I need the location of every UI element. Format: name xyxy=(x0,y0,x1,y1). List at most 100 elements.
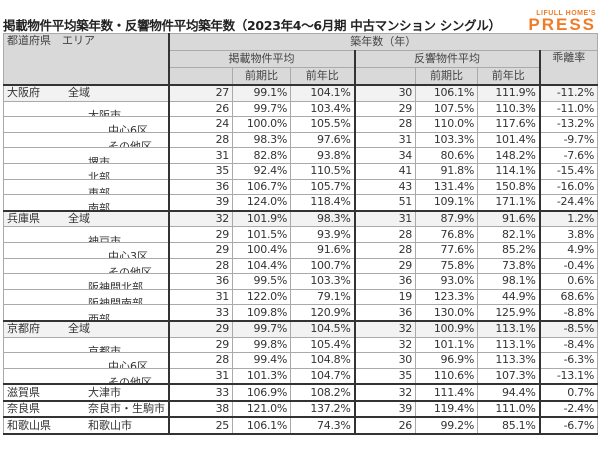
response-avg-cell: 29 xyxy=(354,257,416,275)
gap-rate-cell: 0.6% xyxy=(539,273,598,290)
listing-qoq-cell: 99.4% xyxy=(232,352,291,369)
response-yoy-cell: 150.8% xyxy=(477,178,541,196)
prefecture-label: 滋賀県 xyxy=(7,385,40,399)
listing-yoy-cell: 104.1% xyxy=(290,83,356,102)
response-avg-cell: 32 xyxy=(354,383,416,402)
area-label: 京都市 xyxy=(88,344,121,353)
listing-qoq-cell: 104.4% xyxy=(232,257,291,275)
listing-avg-cell: 25 xyxy=(168,416,233,436)
header-listing-yoy: 前年比 xyxy=(290,67,356,86)
page-title: 掲載物件平均築年数・反響物件平均築年数（2023年4〜6月期 中古マンション シ… xyxy=(3,18,501,33)
listing-yoy-cell: 104.7% xyxy=(290,367,356,385)
listing-avg-cell: 38 xyxy=(168,399,233,418)
gap-rate-cell: 4.9% xyxy=(539,241,598,259)
listing-yoy-cell: 105.5% xyxy=(290,116,356,133)
listing-yoy-cell: 100.7% xyxy=(290,257,356,275)
listing-avg-cell: 35 xyxy=(168,162,233,180)
response-avg-cell: 31 xyxy=(354,131,416,149)
listing-qoq-cell: 124.0% xyxy=(232,194,291,212)
listing-qoq-cell: 106.9% xyxy=(232,383,291,402)
response-yoy-cell: 113.1% xyxy=(477,319,541,338)
area-cell: 神戸市 xyxy=(3,226,170,243)
response-yoy-cell: 111.9% xyxy=(477,83,541,102)
listing-qoq-cell: 99.7% xyxy=(232,100,291,118)
area-cell: その他区 xyxy=(3,367,170,385)
listing-yoy-cell: 91.6% xyxy=(290,241,356,259)
area-cell: 中心6区 xyxy=(3,352,170,369)
listing-avg-cell: 24 xyxy=(168,116,233,133)
area-cell: 京都市 xyxy=(3,336,170,354)
listing-avg-cell: 29 xyxy=(168,226,233,243)
listing-yoy-cell: 110.5% xyxy=(290,162,356,180)
listing-qoq-cell: 106.7% xyxy=(232,178,291,196)
response-avg-cell: 28 xyxy=(354,116,416,133)
response-avg-cell: 39 xyxy=(354,399,416,418)
gap-rate-cell: -15.4% xyxy=(539,162,598,180)
listing-avg-cell: 39 xyxy=(168,194,233,212)
listing-avg-cell: 26 xyxy=(168,100,233,118)
response-qoq-cell: 130.0% xyxy=(415,304,478,322)
prefecture-label: 大阪府 xyxy=(7,86,40,100)
area-label: 阪神間南部 xyxy=(88,297,143,305)
listing-avg-cell: 31 xyxy=(168,367,233,385)
response-qoq-cell: 107.5% xyxy=(415,100,478,118)
table-row: 阪神間南部 31 122.0% 79.1% 19 123.3% 44.9% 68.6% xyxy=(3,288,598,306)
gap-rate-cell: -7.6% xyxy=(539,147,598,164)
response-yoy-cell: 110.3% xyxy=(477,100,541,118)
table-row: 兵庫県 全域 32 101.9% 98.3% 31 87.9% 91.6% 1.2% xyxy=(3,209,598,228)
listing-avg-cell: 29 xyxy=(168,319,233,338)
response-qoq-cell: 111.4% xyxy=(415,383,478,402)
listing-qoq-cell: 122.0% xyxy=(232,288,291,306)
response-qoq-cell: 91.8% xyxy=(415,162,478,180)
header-blank xyxy=(168,67,233,86)
gap-rate-cell: -9.7% xyxy=(539,131,598,149)
response-avg-cell: 32 xyxy=(354,319,416,338)
table-row: 中心6区 24 100.0% 105.5% 28 110.0% 117.6% -13.2% xyxy=(3,116,598,133)
response-yoy-cell: 114.1% xyxy=(477,162,541,180)
table-row: 京都市 29 99.8% 105.4% 32 101.1% 113.1% -8.4% xyxy=(3,336,598,354)
area-cell: 中心3区 xyxy=(3,241,170,259)
gap-rate-cell: -13.2% xyxy=(539,116,598,133)
response-yoy-cell: 85.1% xyxy=(477,416,541,436)
listing-avg-cell: 33 xyxy=(168,383,233,402)
listing-avg-cell: 28 xyxy=(168,352,233,369)
gap-rate-cell: -11.2% xyxy=(539,83,598,102)
area-label: 全域 xyxy=(68,86,90,100)
response-qoq-cell: 101.1% xyxy=(415,336,478,354)
area-label: 全域 xyxy=(68,212,90,226)
prefecture-label: 京都府 xyxy=(7,322,40,336)
listing-yoy-cell: 74.3% xyxy=(290,416,356,436)
listing-yoy-cell: 105.7% xyxy=(290,178,356,196)
response-qoq-cell: 100.9% xyxy=(415,319,478,338)
response-avg-cell: 29 xyxy=(354,100,416,118)
response-avg-cell: 32 xyxy=(354,336,416,354)
area-label: 大阪市 xyxy=(88,108,121,117)
listing-qoq-cell: 121.0% xyxy=(232,399,291,418)
area-cell: 南部 xyxy=(3,194,170,212)
response-qoq-cell: 77.6% xyxy=(415,241,478,259)
listing-avg-cell: 31 xyxy=(168,288,233,306)
header-gap: 乖離率 xyxy=(539,50,598,86)
listing-yoy-cell: 79.1% xyxy=(290,288,356,306)
area-label: 南部 xyxy=(88,202,110,211)
listing-qoq-cell: 101.3% xyxy=(232,367,291,385)
gap-rate-cell: 3.8% xyxy=(539,226,598,243)
listing-qoq-cell: 92.4% xyxy=(232,162,291,180)
response-avg-cell: 41 xyxy=(354,162,416,180)
lifull-homes-press-logo: LIFULL HOME'S PRESS xyxy=(528,10,596,34)
area-cell: 北部 xyxy=(3,162,170,180)
area-label: 中心3区 xyxy=(108,250,148,259)
gap-rate-cell: -0.4% xyxy=(539,257,598,275)
table-row: 北部 35 92.4% 110.5% 41 91.8% 114.1% -15.4% xyxy=(3,162,598,180)
gap-rate-cell: 1.2% xyxy=(539,209,598,228)
response-qoq-cell: 103.3% xyxy=(415,131,478,149)
area-label: 西部 xyxy=(88,312,110,321)
listing-avg-cell: 36 xyxy=(168,178,233,196)
area-cell: 奈良県 奈良市・生駒市 xyxy=(3,399,170,418)
listing-avg-cell: 36 xyxy=(168,273,233,290)
area-cell: 中心6区 xyxy=(3,116,170,133)
table-row: 和歌山県 和歌山市 25 106.1% 74.3% 26 99.2% 85.1% -6.7% xyxy=(3,416,598,436)
listing-yoy-cell: 120.9% xyxy=(290,304,356,322)
table-row: 大阪府 全域 27 99.1% 104.1% 30 106.1% 111.9% -11.2% xyxy=(3,83,598,102)
response-avg-cell: 28 xyxy=(354,226,416,243)
